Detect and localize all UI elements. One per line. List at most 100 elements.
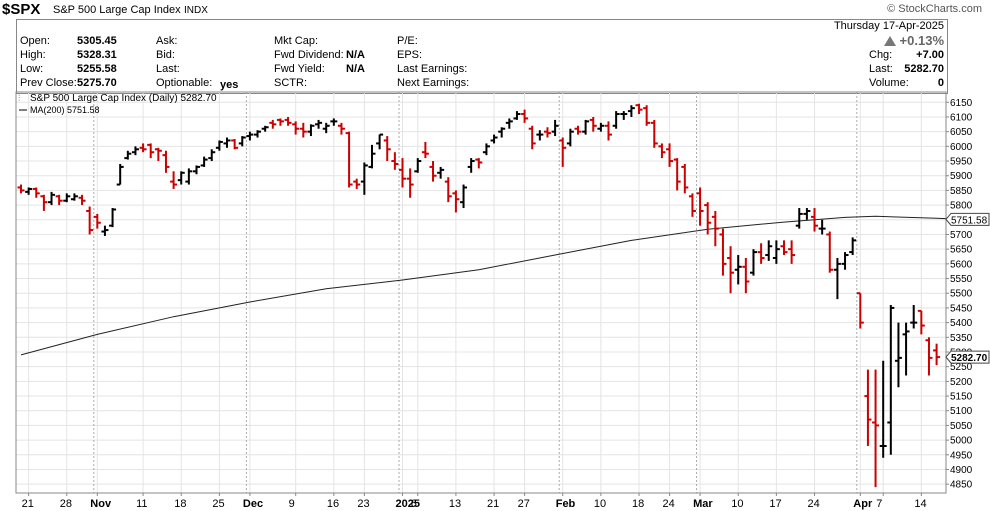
ohlc-bar	[765, 240, 773, 261]
ohlc-bar	[345, 131, 353, 188]
ohlc-bar	[269, 119, 277, 129]
ohlc-bar	[887, 304, 895, 455]
brand-watermark[interactable]: © StockCharts.com	[887, 3, 982, 15]
fwd-yield-value: N/A	[346, 63, 365, 75]
x-tick-label: Apr	[853, 498, 873, 510]
y-tick-label: 5250	[950, 362, 973, 373]
ma-price-tag: 5751.58	[945, 212, 990, 226]
ohlc-bar	[803, 208, 811, 220]
ohlc-bar	[826, 231, 834, 273]
ohlc-bar	[414, 158, 422, 173]
x-tick-label: 25	[212, 498, 224, 510]
ohlc-bar	[696, 187, 704, 226]
ohlc-bar	[643, 105, 651, 126]
y-tick-label: 6050	[950, 127, 973, 138]
mkt-cap-label: Mkt Cap:	[274, 35, 319, 47]
ohlc-bar	[116, 163, 124, 186]
ohlc-bar	[788, 240, 796, 264]
ohlc-bar	[780, 240, 788, 256]
y-tick-label: 5400	[950, 318, 973, 329]
change-percent-value: +0.13%	[899, 33, 944, 48]
last-price-tag: 5282.70	[945, 350, 990, 364]
ohlc-bar	[612, 111, 620, 129]
x-tick-label: 17	[769, 498, 781, 510]
chg-value: +7.00	[916, 49, 944, 61]
ohlc-bar	[32, 187, 40, 198]
axis-tags: 5751.58 5282.70	[945, 212, 990, 364]
ohlc-bar	[177, 171, 185, 185]
ma-legend: MA(200) 5751.58	[30, 105, 100, 115]
bid-label: Bid:	[156, 49, 175, 61]
ohlc-bar	[742, 257, 750, 294]
chart-legend: ⫶ S&P 500 Large Cap Index (Daily) 5282.7…	[18, 93, 217, 115]
x-tick-label: 16	[327, 498, 339, 510]
ohlc-bar	[521, 109, 529, 123]
x-tick-label: Mar	[693, 498, 713, 510]
x-tick-label: 10	[594, 498, 606, 510]
volume-value: 0	[937, 77, 944, 89]
y-tick-label: 5000	[950, 436, 973, 447]
x-tick-label: 2025	[396, 498, 420, 510]
y-tick-label: 5700	[950, 230, 973, 241]
low-label: Low:	[20, 63, 44, 75]
ohlc-bar	[551, 119, 559, 137]
ohlc-bar	[467, 158, 475, 173]
ohlc-bar	[658, 143, 666, 159]
ohlc-bar	[147, 143, 155, 159]
ohlc-bar	[574, 125, 582, 135]
ohlc-bar	[109, 208, 117, 228]
ohlc-bar	[25, 187, 33, 195]
ohlc-bar	[231, 139, 239, 150]
last-price-tag-box	[945, 350, 990, 364]
y-tick-label: 5050	[950, 421, 973, 432]
ohlc-bar	[55, 194, 63, 206]
ohlc-bar	[818, 219, 826, 235]
ohlc-bar	[711, 210, 719, 247]
ohlc-bar	[841, 252, 849, 270]
x-tick-label: Nov	[90, 498, 112, 510]
sctr-label: SCTR:	[274, 77, 307, 89]
ohlc-bar	[597, 122, 605, 132]
x-tick-label: 13	[449, 498, 461, 510]
ohlc-bar	[559, 137, 567, 167]
x-tick-label: 11	[136, 498, 147, 510]
ohlc-bar	[337, 122, 345, 135]
y-tick-label: 5100	[950, 406, 973, 417]
x-tick-label: 24	[663, 498, 675, 510]
ohlc-bar	[811, 208, 819, 232]
ohlc-bar	[307, 124, 315, 137]
ticker-description: S&P 500 Large Cap Index	[53, 4, 181, 16]
ohlc-bar	[894, 322, 902, 388]
y-tick-label: 5800	[950, 201, 973, 212]
ohlc-bar	[795, 208, 803, 229]
x-tick-label: 18	[632, 498, 644, 510]
ohlc-bar	[749, 249, 757, 276]
ohlc-bar	[673, 158, 681, 191]
plot-border	[15, 91, 947, 494]
eps-label: EPS:	[397, 49, 423, 61]
ohlc-bar	[391, 152, 399, 170]
ohlc-bar	[833, 257, 841, 300]
ohlc-bar	[475, 158, 483, 169]
ohlc-bar	[460, 184, 468, 209]
ohlc-bar	[315, 119, 323, 129]
ma200-line	[20, 215, 960, 356]
y-tick-label: 5150	[950, 392, 973, 403]
ohlc-bar	[93, 213, 101, 229]
y-tick-label: 5550	[950, 274, 973, 285]
x-tick-label: 9	[289, 498, 295, 510]
last2-label: Last:	[869, 63, 893, 75]
ohlc-bar	[528, 125, 536, 150]
open-value: 5305.45	[77, 35, 117, 47]
ohlc-bar	[429, 161, 437, 182]
ohlc-bar	[192, 165, 200, 175]
ohlc-bar	[719, 228, 727, 276]
x-tick-label: 23	[357, 498, 369, 510]
high-value: 5328.31	[77, 49, 117, 61]
ohlc-bar	[330, 118, 338, 126]
quote-date: Thursday 17-Apr-2025	[833, 20, 944, 32]
x-tick-label: 27	[518, 498, 530, 510]
ohlc-bar	[688, 193, 696, 217]
ohlc-bar	[292, 121, 300, 135]
last-label: Last:	[156, 63, 180, 75]
